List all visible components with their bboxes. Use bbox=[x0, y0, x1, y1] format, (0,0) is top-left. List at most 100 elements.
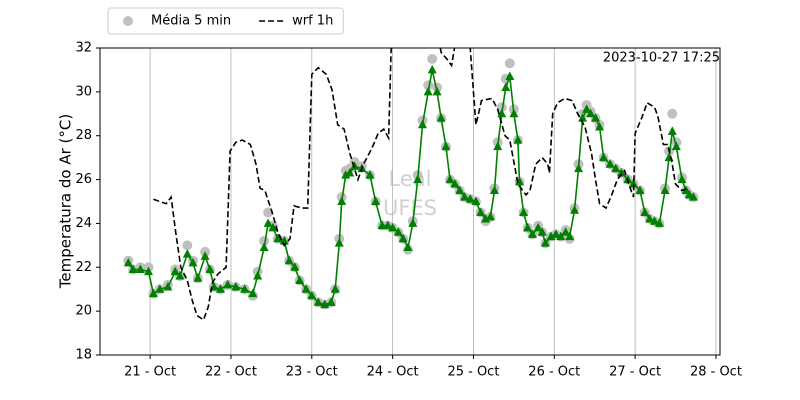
data-point bbox=[273, 233, 283, 243]
data-point bbox=[471, 196, 481, 205]
data-point bbox=[485, 211, 495, 221]
data-point bbox=[688, 192, 698, 201]
data-point bbox=[393, 227, 403, 236]
data-point bbox=[268, 222, 278, 232]
data-point bbox=[450, 178, 460, 188]
data-point bbox=[556, 231, 566, 241]
data-point bbox=[383, 220, 393, 230]
data-point bbox=[635, 185, 645, 195]
data-point bbox=[123, 257, 133, 267]
data-point bbox=[155, 284, 165, 293]
legend-marker bbox=[123, 16, 133, 26]
timestamp-annotation: 2023-10-27 17:25 bbox=[603, 51, 720, 66]
x-tick-label: 23 - Oct bbox=[286, 365, 338, 380]
data-point bbox=[200, 251, 210, 260]
data-point bbox=[509, 108, 519, 118]
watermark: Leal bbox=[389, 167, 432, 191]
data-point bbox=[423, 80, 434, 91]
data-point bbox=[330, 284, 340, 293]
data-point bbox=[616, 167, 626, 177]
data-point bbox=[148, 288, 158, 298]
legend-box bbox=[107, 7, 344, 35]
data-point bbox=[436, 113, 446, 122]
x-tick-label: 26 - Oct bbox=[528, 365, 580, 380]
data-point bbox=[565, 231, 575, 241]
data-point bbox=[504, 58, 515, 69]
data-point bbox=[365, 170, 375, 179]
series-line bbox=[153, 48, 688, 322]
data-point bbox=[337, 196, 347, 205]
x-tick-label: 24 - Oct bbox=[367, 365, 419, 380]
data-point bbox=[320, 299, 330, 309]
data-point bbox=[284, 255, 294, 265]
data-point bbox=[427, 53, 438, 64]
data-point bbox=[193, 273, 203, 282]
data-point bbox=[591, 113, 601, 122]
y-tick-label: 28 bbox=[75, 128, 92, 143]
data-point bbox=[533, 222, 543, 232]
data-point bbox=[667, 108, 678, 119]
data-point bbox=[595, 121, 605, 131]
data-point bbox=[341, 170, 351, 179]
data-point bbox=[307, 290, 317, 300]
data-point bbox=[523, 222, 533, 232]
data-point bbox=[671, 141, 681, 151]
data-point bbox=[489, 185, 499, 195]
data-point bbox=[527, 229, 537, 238]
data-point bbox=[465, 194, 475, 203]
x-tick-label: 25 - Oct bbox=[447, 365, 499, 380]
data-point bbox=[326, 297, 336, 306]
data-point bbox=[497, 108, 507, 118]
plot-frame bbox=[99, 47, 721, 356]
data-point bbox=[350, 161, 360, 170]
data-point bbox=[546, 231, 556, 241]
data-point bbox=[345, 167, 355, 177]
data-point bbox=[423, 86, 433, 96]
data-point bbox=[163, 282, 173, 291]
data-point bbox=[128, 264, 138, 273]
data-point bbox=[259, 235, 270, 246]
data-point bbox=[537, 227, 547, 236]
data-point bbox=[611, 163, 621, 173]
data-point bbox=[561, 227, 571, 236]
data-point bbox=[182, 240, 193, 251]
x-tick-label: 28 - Oct bbox=[690, 365, 742, 380]
data-point bbox=[427, 64, 437, 74]
data-point bbox=[231, 282, 241, 291]
data-point bbox=[455, 185, 465, 195]
data-point bbox=[551, 229, 561, 238]
y-tick-label: 18 bbox=[75, 348, 92, 363]
data-point bbox=[605, 159, 615, 168]
legend-label: wrf 1h bbox=[292, 14, 333, 29]
data-point bbox=[586, 108, 596, 118]
data-point bbox=[481, 214, 491, 223]
data-point bbox=[515, 176, 525, 186]
y-axis-label: Temperatura do Ar (°C) bbox=[57, 114, 75, 289]
data-point bbox=[215, 284, 225, 293]
x-tick-label: 27 - Oct bbox=[609, 365, 661, 380]
data-point bbox=[629, 178, 639, 188]
data-point bbox=[501, 82, 511, 91]
data-point bbox=[574, 163, 584, 173]
data-point bbox=[408, 218, 418, 227]
data-point bbox=[441, 141, 451, 151]
data-point bbox=[295, 275, 305, 284]
data-point bbox=[313, 297, 323, 306]
data-point bbox=[650, 216, 660, 225]
data-point bbox=[418, 119, 428, 129]
data-point bbox=[599, 152, 609, 162]
data-point bbox=[496, 102, 507, 113]
data-point bbox=[460, 192, 470, 201]
data-point bbox=[135, 264, 145, 273]
data-point bbox=[432, 86, 442, 96]
data-point bbox=[253, 271, 263, 280]
data-point bbox=[388, 222, 398, 232]
data-point bbox=[175, 271, 185, 280]
y-tick-label: 32 bbox=[75, 41, 92, 56]
data-point bbox=[654, 218, 664, 227]
data-point bbox=[188, 257, 198, 267]
data-point bbox=[569, 205, 579, 214]
y-tick-label: 20 bbox=[75, 304, 92, 319]
data-point bbox=[144, 266, 154, 276]
data-point bbox=[263, 218, 273, 227]
